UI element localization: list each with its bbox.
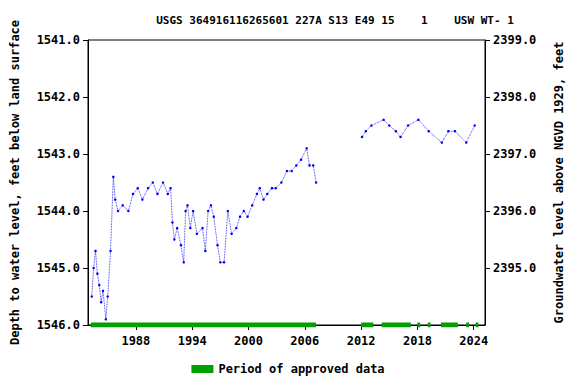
svg-text:2024: 2024 <box>459 334 488 348</box>
svg-text:2396.0: 2396.0 <box>493 204 536 218</box>
svg-text:1545.0: 1545.0 <box>37 261 80 275</box>
svg-text:1994: 1994 <box>178 334 207 348</box>
svg-text:1543.0: 1543.0 <box>37 147 80 161</box>
svg-text:2018: 2018 <box>403 334 432 348</box>
svg-text:2399.0: 2399.0 <box>493 33 536 47</box>
svg-text:Period of approved data: Period of approved data <box>218 362 384 376</box>
svg-text:1988: 1988 <box>121 334 150 348</box>
svg-text:2397.0: 2397.0 <box>493 147 536 161</box>
svg-text:2000: 2000 <box>234 334 263 348</box>
svg-text:1541.0: 1541.0 <box>37 33 80 47</box>
svg-text:1544.0: 1544.0 <box>37 204 80 218</box>
svg-text:2006: 2006 <box>290 334 319 348</box>
svg-text:2395.0: 2395.0 <box>493 261 536 275</box>
svg-text:USGS 364916116265601 227A S13: USGS 364916116265601 227A S13 E49 15 1 U… <box>156 14 514 27</box>
svg-text:2012: 2012 <box>347 334 376 348</box>
svg-text:1546.0: 1546.0 <box>37 318 80 332</box>
svg-text:Groundwater level above NGVD 1: Groundwater level above NGVD 1929, feet <box>552 42 566 324</box>
svg-text:Depth to water level, feet bel: Depth to water level, feet below land su… <box>8 20 22 345</box>
svg-text:2398.0: 2398.0 <box>493 90 536 104</box>
svg-text:1542.0: 1542.0 <box>37 90 80 104</box>
